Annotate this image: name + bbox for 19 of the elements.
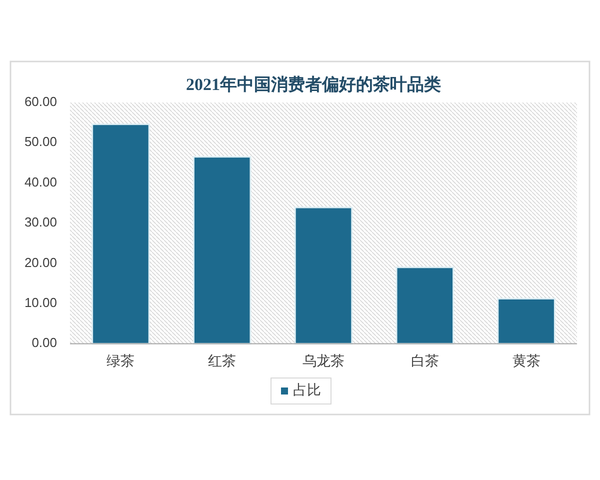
x-tick-label: 白茶 xyxy=(410,352,439,369)
chart-title: 2021年中国消费者偏好的茶叶品类 xyxy=(186,75,441,94)
bar xyxy=(396,266,454,344)
bar xyxy=(497,298,556,344)
y-tick-label: 10.00 xyxy=(24,294,57,310)
y-tick-label: 60.00 xyxy=(24,94,57,110)
bar xyxy=(92,124,150,344)
bar xyxy=(294,206,353,344)
x-tick-label: 黄茶 xyxy=(512,352,540,369)
y-tick-label: 30.00 xyxy=(24,214,57,230)
y-tick-label: 50.00 xyxy=(24,134,57,150)
x-tick-label: 绿茶 xyxy=(106,352,135,369)
x-tick-label: 红茶 xyxy=(208,352,236,369)
y-tick-label: 40.00 xyxy=(24,174,57,190)
y-tick-label: 0.00 xyxy=(32,335,57,350)
bar xyxy=(192,156,252,344)
legend-label: 占比 xyxy=(293,382,321,398)
y-tick-label: 20.00 xyxy=(24,254,57,270)
x-tick-label: 乌龙茶 xyxy=(302,352,344,369)
